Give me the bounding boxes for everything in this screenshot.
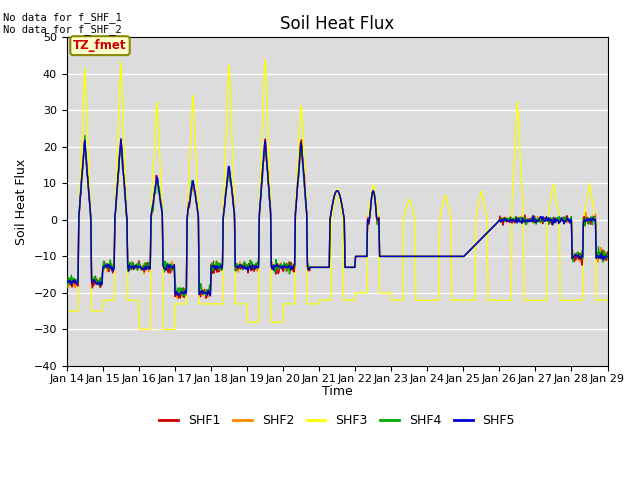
SHF4 xyxy=(604,256,611,262)
SHF5 xyxy=(404,253,412,259)
Title: Soil Heat Flux: Soil Heat Flux xyxy=(280,15,394,33)
SHF1 xyxy=(262,136,269,142)
X-axis label: Time: Time xyxy=(322,385,353,398)
Line: SHF1: SHF1 xyxy=(67,139,607,299)
SHF1 xyxy=(212,264,220,270)
SHF5 xyxy=(207,293,214,299)
SHF5 xyxy=(63,277,70,283)
SHF3 xyxy=(63,308,70,314)
SHF3 xyxy=(135,326,143,332)
SHF2 xyxy=(73,281,81,287)
Y-axis label: Soil Heat Flux: Soil Heat Flux xyxy=(15,158,28,245)
SHF4 xyxy=(129,263,137,268)
SHF4 xyxy=(81,132,89,138)
Text: TZ_fmet: TZ_fmet xyxy=(73,39,127,52)
SHF1 xyxy=(183,218,191,224)
SHF3 xyxy=(212,301,220,307)
SHF4 xyxy=(404,253,412,259)
SHF4 xyxy=(73,278,81,284)
SHF3 xyxy=(184,195,192,201)
SHF1 xyxy=(604,249,611,255)
SHF1 xyxy=(63,274,70,280)
SHF4 xyxy=(213,265,221,271)
Line: SHF2: SHF2 xyxy=(67,140,607,299)
SHF1 xyxy=(202,296,210,301)
SHF5 xyxy=(129,264,137,269)
SHF2 xyxy=(117,137,125,143)
SHF5 xyxy=(213,263,221,269)
SHF3 xyxy=(129,297,136,303)
SHF2 xyxy=(185,204,193,210)
SHF2 xyxy=(404,253,412,259)
SHF5 xyxy=(604,254,611,260)
SHF4 xyxy=(185,205,193,211)
SHF1 xyxy=(420,253,428,259)
SHF2 xyxy=(63,285,70,290)
SHF4 xyxy=(420,253,428,259)
SHF5 xyxy=(73,282,81,288)
SHF4 xyxy=(63,285,70,291)
SHF2 xyxy=(174,296,182,302)
SHF5 xyxy=(117,136,125,142)
SHF2 xyxy=(129,265,137,271)
Line: SHF5: SHF5 xyxy=(67,139,607,296)
SHF3 xyxy=(604,297,611,303)
SHF1 xyxy=(129,261,136,266)
Text: No data for f_SHF_1
No data for f_SHF_2: No data for f_SHF_1 No data for f_SHF_2 xyxy=(3,12,122,36)
SHF2 xyxy=(420,253,428,259)
SHF1 xyxy=(73,280,81,286)
SHF2 xyxy=(604,256,611,262)
SHF4 xyxy=(179,294,186,300)
SHF3 xyxy=(404,199,412,204)
SHF3 xyxy=(73,308,81,314)
Line: SHF4: SHF4 xyxy=(67,135,607,297)
SHF5 xyxy=(420,253,428,259)
SHF5 xyxy=(184,207,192,213)
Line: SHF3: SHF3 xyxy=(67,60,607,329)
SHF2 xyxy=(213,262,221,268)
SHF1 xyxy=(404,253,412,259)
SHF3 xyxy=(420,297,428,303)
Legend: SHF1, SHF2, SHF3, SHF4, SHF5: SHF1, SHF2, SHF3, SHF4, SHF5 xyxy=(154,409,520,432)
SHF3 xyxy=(262,57,269,62)
